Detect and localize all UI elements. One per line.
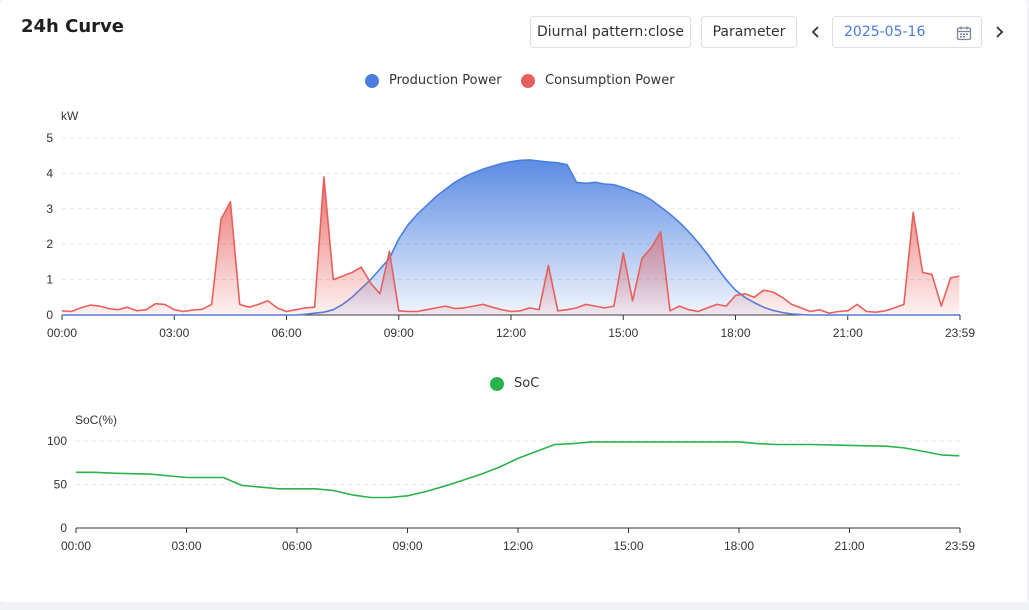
- x-tick-label: 09:00: [384, 326, 414, 340]
- y-tick-label: 4: [46, 166, 53, 180]
- legend-soc-dot: [490, 377, 504, 391]
- x-tick-label: 21:00: [834, 539, 864, 553]
- y-axis-label: SoC(%): [75, 413, 117, 427]
- page-title: 24h Curve: [21, 16, 124, 37]
- legend-soc-label: SoC: [514, 376, 540, 391]
- series-line-1: [61, 176, 960, 314]
- diurnal-pattern-button[interactable]: Diurnal pattern:close: [530, 16, 691, 48]
- y-axis-label: kW: [61, 109, 79, 123]
- x-tick-label: 18:00: [720, 326, 750, 340]
- series-area-0: [62, 159, 960, 315]
- legend-consumption-dot: [521, 74, 535, 88]
- x-tick-label: 18:00: [724, 539, 754, 553]
- date-value: 2025-05-16: [844, 24, 926, 40]
- x-tick-label: 09:00: [392, 539, 422, 553]
- y-tick-label: 0: [60, 521, 67, 535]
- chevron-left-icon[interactable]: [809, 22, 823, 42]
- y-tick-label: 50: [54, 478, 68, 492]
- x-tick-label: 03:00: [159, 326, 189, 340]
- chevron-right-icon[interactable]: [992, 22, 1006, 42]
- series-line-0: [76, 441, 960, 499]
- x-tick-label: 06:00: [282, 539, 312, 553]
- x-tick-label: 21:00: [833, 326, 863, 340]
- x-tick-label: 06:00: [271, 326, 301, 340]
- y-tick-label: 100: [47, 434, 67, 448]
- x-tick-label: 23:59: [945, 539, 975, 553]
- soc-chart: 0 50 100 SoC(%) 00:00 03:00 06:00 09:00 12:00 15:…: [47, 413, 975, 553]
- x-tick-label: 00:00: [47, 326, 77, 340]
- y-tick-label: 2: [46, 237, 53, 251]
- power-chart: 0 1 2 3 4 5 kW 00:00 03:00 06:00 09:00 12:00 15:00 18…: [46, 109, 975, 340]
- date-picker[interactable]: 2025-05-16: [832, 16, 982, 48]
- x-tick-label: 15:00: [608, 326, 638, 340]
- x-tick-label: 23:59: [945, 326, 975, 340]
- x-tick-label: 15:00: [613, 539, 643, 553]
- y-tick-label: 0: [46, 308, 53, 322]
- parameter-button[interactable]: Parameter: [701, 16, 797, 48]
- x-tick-label: 12:00: [503, 539, 533, 553]
- y-tick-label: 5: [46, 131, 53, 145]
- y-tick-label: 1: [46, 273, 53, 287]
- x-tick-label: 03:00: [171, 539, 201, 553]
- legend-production-dot: [365, 74, 379, 88]
- x-tick-label: 12:00: [496, 326, 526, 340]
- y-tick-label: 3: [46, 202, 53, 216]
- legend-production-label: Production Power: [389, 73, 502, 88]
- calendar-icon[interactable]: [956, 25, 972, 41]
- legend-consumption-label: Consumption Power: [545, 73, 675, 88]
- x-tick-label: 00:00: [61, 539, 91, 553]
